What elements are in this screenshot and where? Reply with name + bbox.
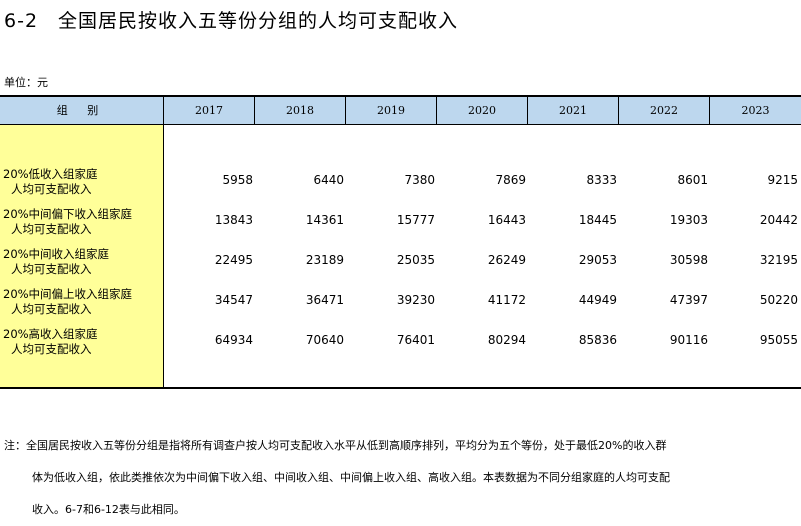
row-label: 20%中间偏下收入组家庭 人均可支配收入 xyxy=(3,207,132,237)
table-cell: 30598 xyxy=(669,253,708,267)
year-header: 2022 xyxy=(619,97,710,125)
row-label-line2: 人均可支配收入 xyxy=(11,222,92,236)
table-cell: 32195 xyxy=(759,253,798,267)
table-cell: 41172 xyxy=(487,293,526,307)
row-label-line2: 人均可支配收入 xyxy=(11,302,92,316)
unit-label: 单位：元 xyxy=(4,76,48,89)
year-header: 2020 xyxy=(437,97,528,125)
table-cell: 34547 xyxy=(214,293,253,307)
row-label-line1: 20%中间偏上收入组家庭 xyxy=(3,287,133,301)
table-cell: 50220 xyxy=(759,293,798,307)
group-header: 组 别 xyxy=(0,97,164,125)
row-label-line1: 20%中间偏下收入组家庭 xyxy=(3,207,133,221)
table-cell: 90116 xyxy=(669,333,708,347)
footnote-line: 收入。6-7和6-12表与此相同。 xyxy=(32,503,185,516)
table-cell: 16443 xyxy=(487,213,526,227)
table-row: 20%中间偏上收入组家庭 人均可支配收入 34547 36471 39230 4… xyxy=(0,285,801,325)
table-cell: 13843 xyxy=(214,213,253,227)
table-cell: 5958 xyxy=(222,173,253,187)
table-cell: 36471 xyxy=(305,293,344,307)
table-cell: 29053 xyxy=(578,253,617,267)
row-label-line1: 20%低收入组家庭 xyxy=(3,167,98,181)
year-header: 2018 xyxy=(255,97,346,125)
footnote: 注：全国居民按收入五等份分组是指将所有调查户按人均可支配收入水平从低到高顺序排列… xyxy=(4,430,797,526)
table-cell: 39230 xyxy=(396,293,435,307)
footnote-line: 注：全国居民按收入五等份分组是指将所有调查户按人均可支配收入水平从低到高顺序排列… xyxy=(4,439,667,452)
row-label-line1: 20%高收入组家庭 xyxy=(3,327,98,341)
group-label-column xyxy=(0,125,164,387)
table-cell: 6440 xyxy=(313,173,344,187)
footnote-line: 体为低收入组，依此类推依次为中间偏下收入组、中间收入组、中间偏上收入组、高收入组… xyxy=(32,471,670,484)
table-row: 20%中间偏下收入组家庭 人均可支配收入 13843 14361 15777 1… xyxy=(0,205,801,245)
table-cell: 9215 xyxy=(767,173,798,187)
table-cell: 19303 xyxy=(669,213,708,227)
table-row: 20%高收入组家庭 人均可支配收入 64934 70640 76401 8029… xyxy=(0,325,801,365)
table-cell: 44949 xyxy=(578,293,617,307)
table-cell: 14361 xyxy=(305,213,344,227)
table-cell: 47397 xyxy=(669,293,708,307)
row-label: 20%中间偏上收入组家庭 人均可支配收入 xyxy=(3,287,132,317)
table-cell: 85836 xyxy=(578,333,617,347)
table-cell: 25035 xyxy=(396,253,435,267)
year-header: 2017 xyxy=(164,97,255,125)
table-cell: 76401 xyxy=(396,333,435,347)
table-cell: 80294 xyxy=(487,333,526,347)
row-label-line2: 人均可支配收入 xyxy=(11,182,92,196)
year-header: 2019 xyxy=(346,97,437,125)
row-label-line1: 20%中间收入组家庭 xyxy=(3,247,110,261)
table-cell: 18445 xyxy=(578,213,617,227)
year-header: 2023 xyxy=(741,104,770,117)
table-body: 20%低收入组家庭 人均可支配收入 5958 6440 7380 7869 83… xyxy=(0,125,801,389)
row-label: 20%低收入组家庭 人均可支配收入 xyxy=(3,167,98,197)
row-label: 20%中间收入组家庭 人均可支配收入 xyxy=(3,247,109,277)
table-cell: 15777 xyxy=(396,213,435,227)
table-row: 20%低收入组家庭 人均可支配收入 5958 6440 7380 7869 83… xyxy=(0,165,801,205)
table-cell: 8601 xyxy=(677,173,708,187)
page-title: 6-2 全国居民按收入五等份分组的人均可支配收入 xyxy=(4,10,459,32)
table-cell: 7380 xyxy=(404,173,435,187)
table-cell: 26249 xyxy=(487,253,526,267)
table-cell: 8333 xyxy=(586,173,617,187)
table-cell: 64934 xyxy=(214,333,253,347)
table-cell: 22495 xyxy=(214,253,253,267)
row-label-line2: 人均可支配收入 xyxy=(11,342,92,356)
row-label: 20%高收入组家庭 人均可支配收入 xyxy=(3,327,98,357)
row-label-line2: 人均可支配收入 xyxy=(11,262,92,276)
table-cell: 20442 xyxy=(759,213,798,227)
table-cell: 70640 xyxy=(305,333,344,347)
table-cell: 23189 xyxy=(305,253,344,267)
table-header: 组 别 2017 2018 2019 2020 2021 2022 2023 xyxy=(0,95,801,125)
table-cell: 7869 xyxy=(495,173,526,187)
table-cell: 95055 xyxy=(759,333,798,347)
year-header: 2021 xyxy=(528,97,619,125)
table-row: 20%中间收入组家庭 人均可支配收入 22495 23189 25035 262… xyxy=(0,245,801,285)
